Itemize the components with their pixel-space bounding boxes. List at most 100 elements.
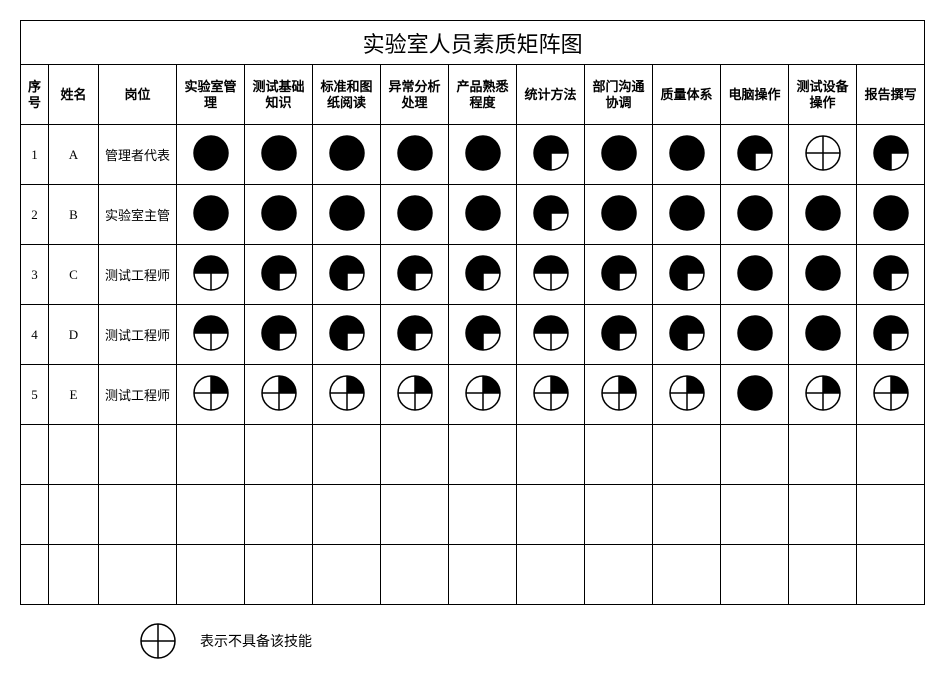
cell-skill: [789, 245, 857, 305]
col-name: 姓名: [49, 65, 99, 125]
cell-seq: 4: [21, 305, 49, 365]
cell-empty: [585, 545, 653, 605]
pie-icon: [193, 375, 229, 411]
table-row: 3C测试工程师: [21, 245, 925, 305]
cell-skill: [177, 125, 245, 185]
pie-icon: [737, 315, 773, 351]
cell-empty: [857, 425, 925, 485]
cell-empty: [245, 545, 313, 605]
cell-skill: [313, 125, 381, 185]
cell-skill: [517, 245, 585, 305]
cell-skill: [177, 365, 245, 425]
legend: 表示不具备该技能: [140, 623, 925, 659]
cell-empty: [21, 545, 49, 605]
table-row-empty: [21, 545, 925, 605]
legend-zero-label: 表示不具备该技能: [200, 631, 312, 651]
cell-empty: [381, 485, 449, 545]
cell-empty: [381, 545, 449, 605]
cell-empty: [99, 485, 177, 545]
cell-skill: [585, 185, 653, 245]
pie-icon: [601, 195, 637, 231]
cell-seq: 2: [21, 185, 49, 245]
cell-skill: [449, 305, 517, 365]
cell-skill: [653, 125, 721, 185]
pie-icon: [873, 195, 909, 231]
pie-icon: [397, 255, 433, 291]
pie-icon: [465, 195, 501, 231]
cell-skill: [517, 185, 585, 245]
pie-icon: [805, 255, 841, 291]
cell-empty: [517, 425, 585, 485]
cell-empty: [177, 545, 245, 605]
cell-skill: [653, 245, 721, 305]
cell-empty: [381, 425, 449, 485]
pie-icon: [261, 195, 297, 231]
cell-skill: [653, 185, 721, 245]
cell-position: 测试工程师: [99, 245, 177, 305]
cell-empty: [449, 545, 517, 605]
pie-icon: [601, 315, 637, 351]
pie-icon: [669, 135, 705, 171]
cell-empty: [789, 485, 857, 545]
cell-empty: [49, 425, 99, 485]
cell-position: 测试工程师: [99, 365, 177, 425]
cell-skill: [381, 185, 449, 245]
cell-skill: [721, 185, 789, 245]
cell-name: C: [49, 245, 99, 305]
pie-icon: [533, 255, 569, 291]
cell-skill: [313, 365, 381, 425]
pie-icon: [261, 135, 297, 171]
pie-icon: [397, 315, 433, 351]
pie-icon: [737, 135, 773, 171]
pie-icon: [737, 195, 773, 231]
cell-empty: [721, 545, 789, 605]
pie-icon: [193, 135, 229, 171]
cell-skill: [381, 305, 449, 365]
table-row: 2B实验室主管: [21, 185, 925, 245]
cell-skill: [517, 305, 585, 365]
cell-seq: 3: [21, 245, 49, 305]
cell-empty: [857, 485, 925, 545]
cell-skill: [789, 365, 857, 425]
pie-icon: [873, 315, 909, 351]
cell-skill: [585, 245, 653, 305]
cell-skill: [245, 245, 313, 305]
pie-icon: [737, 255, 773, 291]
cell-skill: [721, 365, 789, 425]
cell-skill: [721, 245, 789, 305]
col-skill-2: 标准和图纸阅读: [313, 65, 381, 125]
cell-empty: [449, 425, 517, 485]
cell-skill: [313, 305, 381, 365]
cell-empty: [245, 485, 313, 545]
cell-skill: [857, 185, 925, 245]
cell-skill: [177, 305, 245, 365]
cell-empty: [49, 485, 99, 545]
cell-empty: [177, 425, 245, 485]
cell-skill: [381, 245, 449, 305]
cell-skill: [517, 125, 585, 185]
col-skill-1: 测试基础知识: [245, 65, 313, 125]
cell-empty: [789, 545, 857, 605]
cell-empty: [721, 425, 789, 485]
pie-icon: [465, 315, 501, 351]
cell-position: 实验室主管: [99, 185, 177, 245]
cell-empty: [49, 545, 99, 605]
pie-icon: [737, 375, 773, 411]
pie-icon: [397, 375, 433, 411]
pie-icon: [261, 315, 297, 351]
cell-skill: [177, 245, 245, 305]
cell-name: D: [49, 305, 99, 365]
cell-name: A: [49, 125, 99, 185]
cell-skill: [177, 185, 245, 245]
pie-icon: [533, 375, 569, 411]
pie-icon: [465, 135, 501, 171]
col-skill-4: 产品熟悉程度: [449, 65, 517, 125]
cell-empty: [177, 485, 245, 545]
cell-skill: [585, 125, 653, 185]
pie-icon: [669, 255, 705, 291]
table-row: 4D测试工程师: [21, 305, 925, 365]
pie-icon: [805, 375, 841, 411]
col-skill-9: 测试设备操作: [789, 65, 857, 125]
pie-icon: [329, 255, 365, 291]
pie-icon: [329, 195, 365, 231]
